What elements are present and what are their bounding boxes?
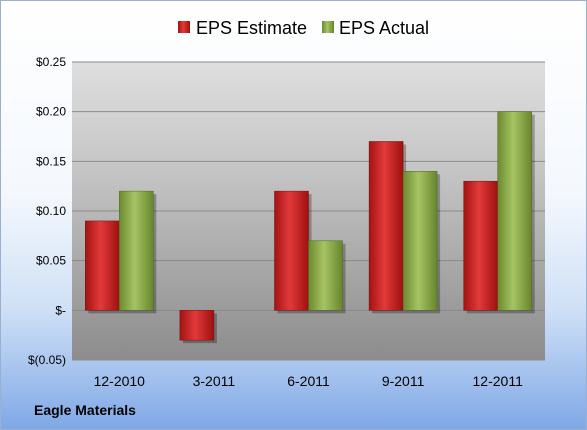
y-tick-label: $0.05: [36, 254, 66, 268]
y-tick-label: $0.20: [36, 105, 66, 119]
bar-estimate: [179, 310, 215, 341]
bar-actual: [497, 111, 532, 311]
bar-estimate: [274, 190, 309, 311]
y-tick-label: $(0.05): [28, 353, 66, 367]
x-tick-label: 3-2011: [193, 373, 236, 389]
bar-actual: [308, 240, 343, 311]
y-tick-label: $0.15: [36, 154, 66, 168]
y-axis-labels: $0.25 $0.20 $0.15 $0.10 $0.05 $- $(0.05): [28, 55, 66, 367]
y-tick-label: $-: [55, 303, 66, 317]
legend-swatch-actual: [322, 21, 334, 33]
bar-estimate: [85, 220, 120, 311]
y-tick-label: $0.10: [36, 204, 66, 218]
x-axis-labels: 12-2010 3-2011 6-2011 9-2011 12-2011: [94, 373, 523, 389]
bar-estimate: [463, 180, 498, 311]
legend: EPS Estimate EPS Actual: [178, 18, 429, 38]
bar-estimate: [368, 141, 404, 311]
y-tick-label: $0.25: [36, 55, 66, 69]
legend-label-estimate: EPS Estimate: [196, 18, 307, 38]
company-name: Eagle Materials: [34, 402, 136, 418]
legend-swatch-estimate: [178, 21, 190, 33]
x-tick-label: 12-2011: [473, 373, 524, 389]
x-tick-label: 9-2011: [382, 373, 425, 389]
legend-label-actual: EPS Actual: [339, 18, 429, 38]
bars: [85, 111, 535, 344]
x-tick-label: 12-2010: [94, 373, 146, 389]
x-tick-label: 6-2011: [287, 373, 330, 389]
bar-actual: [119, 190, 154, 311]
bar-actual: [402, 171, 438, 311]
